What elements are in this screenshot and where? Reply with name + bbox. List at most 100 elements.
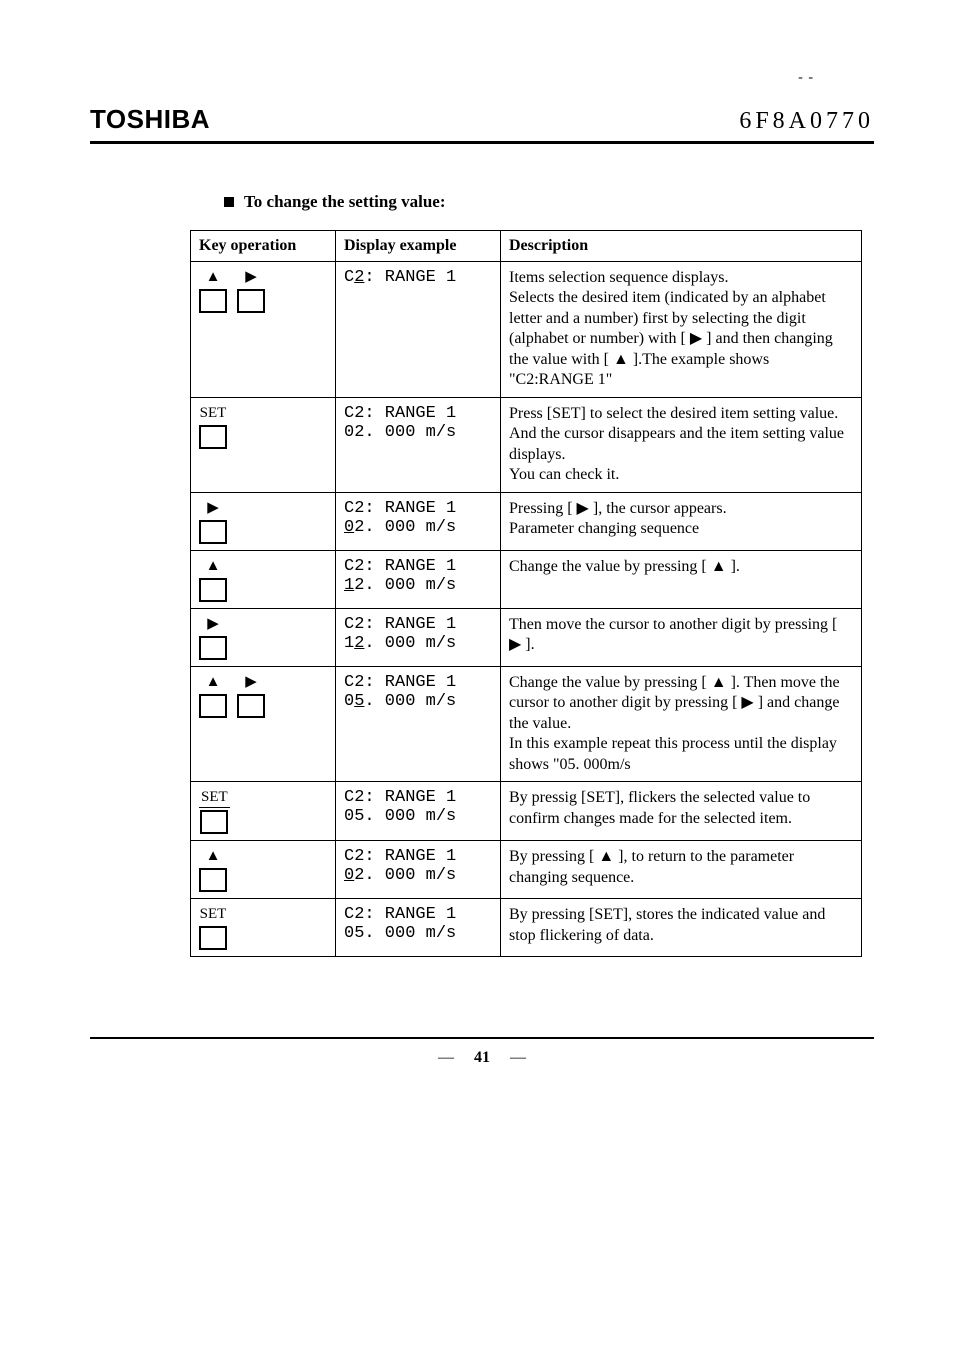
page-number-value: 41: [474, 1049, 490, 1066]
set-key: SET: [199, 906, 227, 950]
description-line: By pressig [SET], flickers the selected …: [509, 788, 853, 829]
description-cell: Pressing [ ▶ ], the cursor appears.Param…: [501, 492, 862, 550]
key-operation-cell: ▶: [191, 608, 336, 666]
key-label-text: SET: [200, 906, 227, 924]
display-example-cell: C2: RANGE 102. 000 m/s: [336, 492, 501, 550]
description-cell: By pressing [SET], stores the indicated …: [501, 899, 862, 957]
document-number: 6F8A0770: [739, 108, 874, 135]
display-line2: 02. 000 m/s: [344, 423, 492, 442]
key-group: ▶: [199, 500, 227, 544]
key-group: SET: [199, 906, 227, 950]
table-row: SETC2: RANGE 102. 000 m/sPress [SET] to …: [191, 397, 862, 492]
triangle-up-icon: ▲: [206, 269, 221, 287]
display-line2: 12. 000 m/s: [344, 634, 492, 653]
description-line: By pressing [ ▲ ], to return to the para…: [509, 847, 853, 888]
triangle-right-icon: ▶: [245, 269, 257, 287]
brand-logo-text: TOSHIBA: [90, 104, 210, 135]
display-line1: C2: RANGE 1: [344, 615, 492, 634]
key-box-icon: [200, 810, 228, 834]
key-label-text: SET: [200, 405, 227, 423]
up-arrow-key: ▲: [199, 558, 227, 602]
description-line: Selects the desired item (indicated by a…: [509, 288, 853, 390]
display-line1: C2: RANGE 1: [344, 847, 492, 866]
display-line2: 05. 000 m/s: [344, 692, 492, 711]
display-example-cell: C2: RANGE 112. 000 m/s: [336, 550, 501, 608]
key-box-icon: [199, 926, 227, 950]
display-example-cell: C2: RANGE 112. 000 m/s: [336, 608, 501, 666]
right-arrow-key: ▶: [237, 674, 265, 718]
key-group: ▲: [199, 558, 227, 602]
display-line1: C2: RANGE 1: [344, 499, 492, 518]
display-example-cell: C2: RANGE 102. 000 m/s: [336, 841, 501, 899]
cursor-char: 0: [344, 866, 354, 885]
description-cell: Items selection sequence displays.Select…: [501, 262, 862, 398]
key-operation-cell: ▲▶: [191, 262, 336, 398]
up-arrow-key: ▲: [199, 269, 227, 313]
description-line: Parameter changing sequence: [509, 519, 853, 539]
triangle-right-icon: ▶: [207, 500, 219, 518]
description-cell: By pressig [SET], flickers the selected …: [501, 782, 862, 841]
display-line1: C2: RANGE 1: [344, 404, 492, 423]
triangle-up-icon: ▲: [206, 848, 221, 866]
table-row: ▲ C2: RANGE 102. 000 m/sBy pressing [ ▲ ]…: [191, 841, 862, 899]
page: - - TOSHIBA 6F8A0770 To change the setti…: [0, 0, 954, 1127]
display-line1: C2: RANGE 1: [344, 268, 492, 287]
display-example-cell: C2: RANGE 102. 000 m/s: [336, 397, 501, 492]
table-row: SETC2: RANGE 105. 000 m/sBy pressig [SET…: [191, 782, 862, 841]
cursor-char: 5: [354, 692, 364, 711]
description-cell: Then move the cursor to another digit by…: [501, 608, 862, 666]
display-example-cell: C2: RANGE 1: [336, 262, 501, 398]
display-example-cell: C2: RANGE 105. 000 m/s: [336, 666, 501, 781]
table-row: ▶C2: RANGE 112. 000 m/sThen move the cur…: [191, 608, 862, 666]
triangle-right-icon: ▶: [207, 616, 219, 634]
key-operation-cell: ▶: [191, 492, 336, 550]
table-row: ▲▶C2: RANGE 105. 000 m/sChange the value…: [191, 666, 862, 781]
col-header-description: Description: [501, 231, 862, 262]
up-arrow-key: ▲: [199, 848, 227, 892]
table-row: ▲C2: RANGE 112. 000 m/sChange the value …: [191, 550, 862, 608]
display-example-cell: C2: RANGE 105. 000 m/s: [336, 899, 501, 957]
key-group: ▲▶: [199, 674, 265, 718]
key-operation-cell: ▲▶: [191, 666, 336, 781]
up-arrow-key: ▲: [199, 674, 227, 718]
set-key: SET: [199, 405, 227, 449]
display-line1: C2: RANGE 1: [344, 788, 492, 807]
description-line: By pressing [SET], stores the indicated …: [509, 905, 853, 946]
section-title-text: To change the setting value:: [244, 192, 446, 212]
display-line1: C2: RANGE 1: [344, 673, 492, 692]
col-header-display-example: Display example: [336, 231, 501, 262]
cursor-char: 2: [354, 634, 364, 653]
display-example-cell: C2: RANGE 105. 000 m/s: [336, 782, 501, 841]
description-cell: Press [SET] to select the desired item s…: [501, 397, 862, 492]
key-group: ▲▶: [199, 269, 265, 313]
display-line2: 12. 000 m/s: [344, 576, 492, 595]
key-group: ▶: [199, 616, 227, 660]
key-box-icon: [199, 868, 227, 892]
table-row: ▲▶C2: RANGE 1Items selection sequence di…: [191, 262, 862, 398]
key-group: SET: [199, 789, 230, 834]
display-line2: 05. 000 m/s: [344, 807, 492, 826]
key-operation-cell: SET: [191, 397, 336, 492]
page-number: —41—: [90, 1049, 874, 1067]
triangle-up-icon: ▲: [206, 558, 221, 576]
col-header-key-operation: Key operation: [191, 231, 336, 262]
top-dash-mark: - -: [90, 70, 874, 86]
cursor-char: 2: [354, 268, 364, 287]
description-cell: By pressing [ ▲ ], to return to the para…: [501, 841, 862, 899]
section-heading: To change the setting value:: [224, 192, 874, 212]
display-line1: C2: RANGE 1: [344, 905, 492, 924]
key-group: SET: [199, 405, 227, 449]
key-box-icon: [199, 425, 227, 449]
key-box-icon: [199, 578, 227, 602]
key-box-icon: [237, 289, 265, 313]
key-box-icon: [199, 520, 227, 544]
key-operation-cell: ▲: [191, 550, 336, 608]
description-line: Pressing [ ▶ ], the cursor appears.: [509, 499, 853, 519]
right-arrow-key: ▶: [237, 269, 265, 313]
key-box-icon: [237, 694, 265, 718]
right-arrow-key: ▶: [199, 500, 227, 544]
key-group: ▲: [199, 848, 227, 892]
description-line: Press [SET] to select the desired item s…: [509, 404, 853, 465]
display-line2: 02. 000 m/s: [344, 518, 492, 537]
footer-rule: [90, 1037, 874, 1039]
